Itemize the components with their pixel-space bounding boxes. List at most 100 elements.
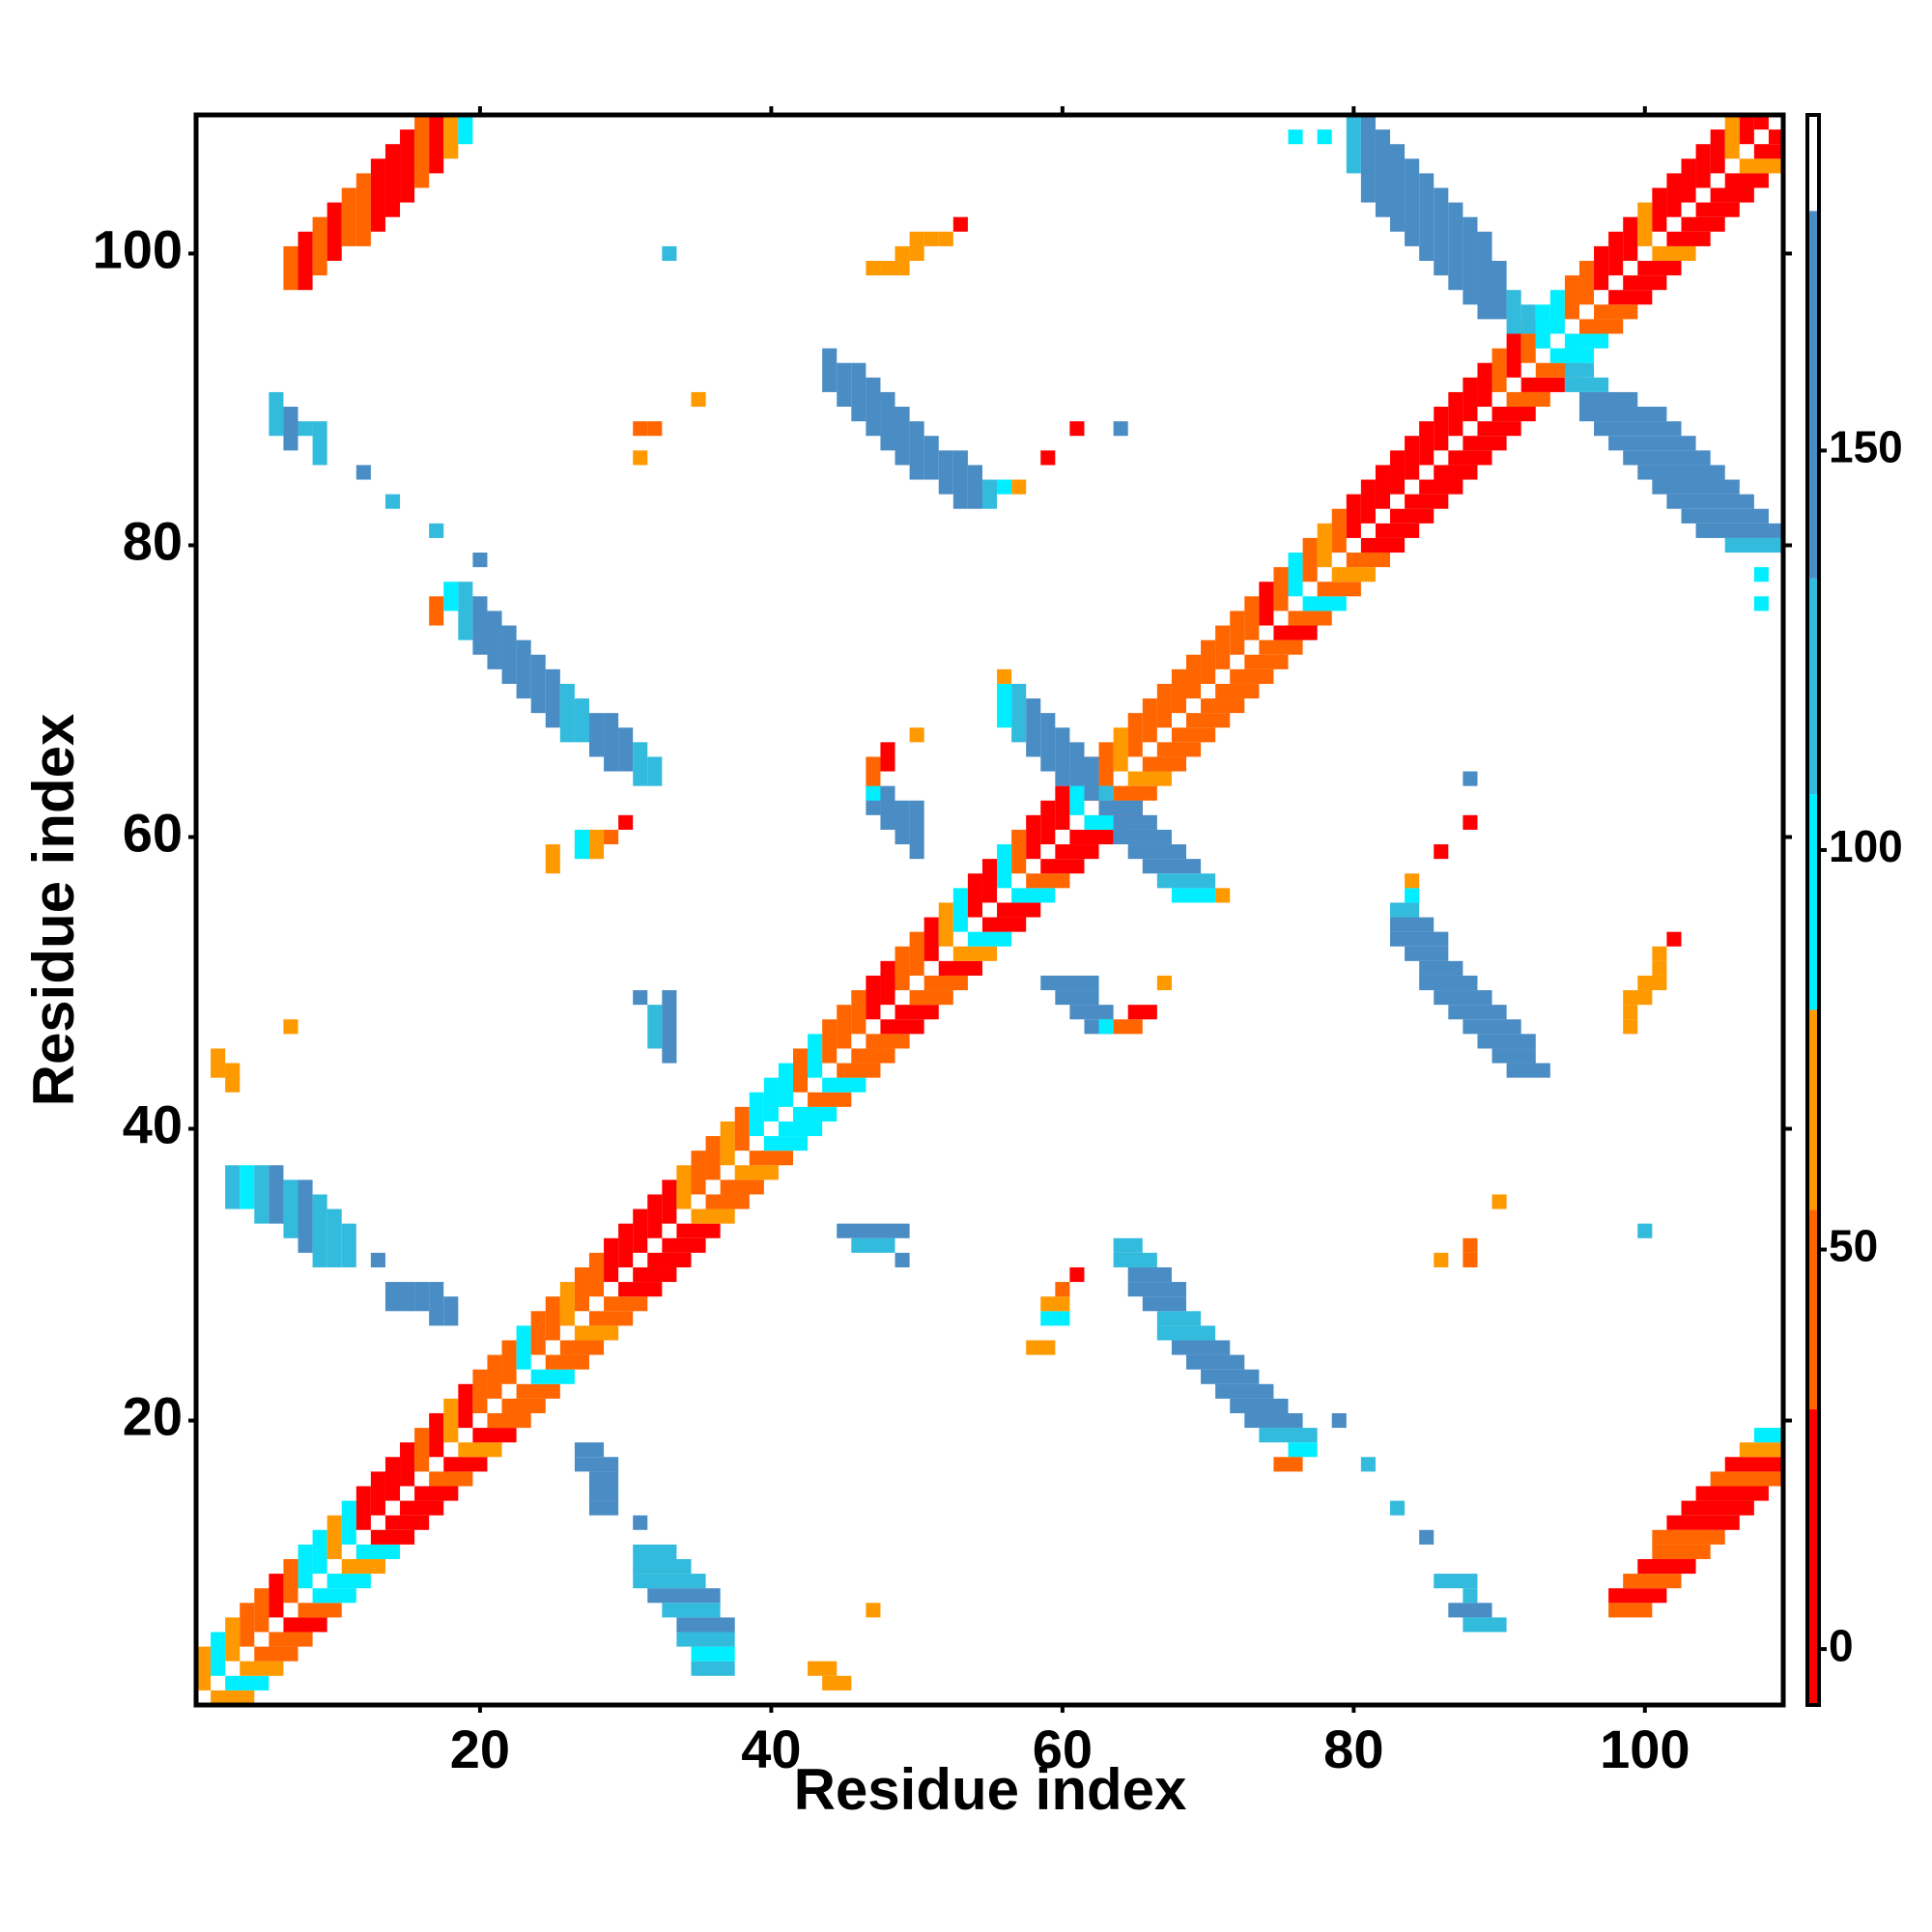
cell-run-mirror <box>1434 1574 1478 1589</box>
cell-run <box>1419 421 1435 466</box>
cell-run-mirror <box>952 946 998 961</box>
cell-run-mirror <box>1244 654 1289 669</box>
cell-run-mirror <box>1623 1574 1682 1589</box>
cell-run <box>559 1282 575 1326</box>
cell-run-mirror <box>1594 304 1638 320</box>
cell-run <box>997 668 1012 684</box>
cell-run-mirror <box>1637 1558 1696 1575</box>
cell-run <box>254 1588 270 1633</box>
cell-run <box>1317 523 1332 568</box>
cell-run-mirror <box>1171 888 1216 903</box>
cell-run-mirror <box>588 1471 619 1487</box>
cell-run-mirror <box>516 1383 560 1399</box>
cell-run <box>487 611 502 669</box>
cell-run-mirror <box>443 1457 488 1472</box>
cell-run <box>355 1486 371 1530</box>
cell-run-mirror <box>1405 946 1449 961</box>
cell-run <box>1681 158 1696 203</box>
cell-run <box>909 231 924 262</box>
cell-run <box>1230 611 1245 655</box>
cell-run <box>588 829 605 860</box>
cell-run <box>604 829 619 845</box>
cell-run-mirror <box>1040 1311 1070 1326</box>
cell-run-mirror <box>1506 391 1550 408</box>
cell-run-mirror <box>487 1412 531 1429</box>
cell-run <box>952 888 968 932</box>
cell-run-mirror <box>1244 1412 1303 1429</box>
cell-run <box>618 814 634 830</box>
colorbar-band <box>1807 115 1819 212</box>
cell-run-mirror <box>822 1077 867 1093</box>
cell-run-mirror <box>1463 1019 1521 1035</box>
cell-run <box>633 450 648 466</box>
cell-run <box>1492 261 1507 320</box>
cell-run <box>1666 173 1682 217</box>
cell-run <box>604 713 619 772</box>
cell-run-mirror <box>1710 1471 1783 1487</box>
cell-run-mirror <box>851 1048 895 1064</box>
cell-run <box>1273 567 1289 611</box>
cell-run <box>1608 231 1624 276</box>
cell-run <box>240 1165 255 1209</box>
cell-run <box>1011 479 1027 495</box>
cell-run-mirror <box>1666 231 1711 246</box>
cell-run-mirror <box>895 1252 910 1267</box>
cell-run <box>981 479 998 509</box>
cell-run-mirror <box>1652 479 1740 495</box>
cell-run <box>588 713 605 757</box>
cell-run <box>1434 407 1449 451</box>
cell-run <box>355 465 371 480</box>
cell-run-mirror <box>1768 129 1783 145</box>
cell-run-mirror <box>1127 844 1186 860</box>
cell-run <box>1390 450 1406 495</box>
cell-run <box>1055 785 1070 830</box>
cell-run <box>895 407 910 466</box>
cell-run-mirror <box>1302 596 1347 611</box>
cell-run-mirror <box>1142 859 1202 874</box>
cell-run <box>705 1136 721 1180</box>
cell-run <box>981 859 998 903</box>
cell-run-mirror <box>472 1428 517 1443</box>
cell-run <box>1026 814 1041 860</box>
cell-run <box>822 1019 838 1064</box>
cell-run-mirror <box>1419 479 1463 495</box>
cell-run-mirror <box>1477 421 1521 437</box>
cell-run <box>1623 216 1638 262</box>
cell-run-mirror <box>1127 1282 1186 1297</box>
cell-run-mirror <box>1127 1005 1157 1020</box>
cell-run-mirror <box>676 1617 735 1633</box>
cell-run <box>312 1194 327 1267</box>
cell-run-mirror <box>720 1179 764 1195</box>
cell-run <box>895 946 910 991</box>
cell-run <box>967 873 982 918</box>
cell-run <box>952 450 968 509</box>
cell-run-mirror <box>1695 202 1740 217</box>
cell-run-mirror <box>1113 829 1172 845</box>
cell-run <box>269 391 284 437</box>
cell-run <box>1578 261 1595 305</box>
cell-run <box>1215 625 1231 669</box>
cell-run <box>618 1223 634 1267</box>
cell-run-mirror <box>1463 1588 1478 1604</box>
cell-run-mirror <box>1011 888 1056 903</box>
cell-run-mirror <box>1259 639 1303 655</box>
y-tick-label: 20 <box>123 1385 183 1446</box>
plot-frame <box>193 112 1786 1708</box>
cell-run <box>866 377 881 437</box>
cell-run-mirror <box>1273 1457 1303 1472</box>
cell-run-mirror <box>1637 1223 1653 1238</box>
colorbar-band <box>1807 578 1819 795</box>
cell-run <box>923 436 939 480</box>
cell-run <box>327 202 342 262</box>
cell-run <box>429 523 444 538</box>
cell-run-mirror <box>938 960 982 976</box>
cell-run <box>516 639 531 699</box>
cell-run <box>414 1428 430 1472</box>
cell-run-mirror <box>1652 245 1696 262</box>
cell-run-mirror <box>298 1603 342 1618</box>
cell-run-mirror <box>1405 494 1449 509</box>
cell-run <box>458 582 473 640</box>
cell-run-mirror <box>1637 261 1682 276</box>
cell-run-mirror <box>1623 1005 1638 1020</box>
